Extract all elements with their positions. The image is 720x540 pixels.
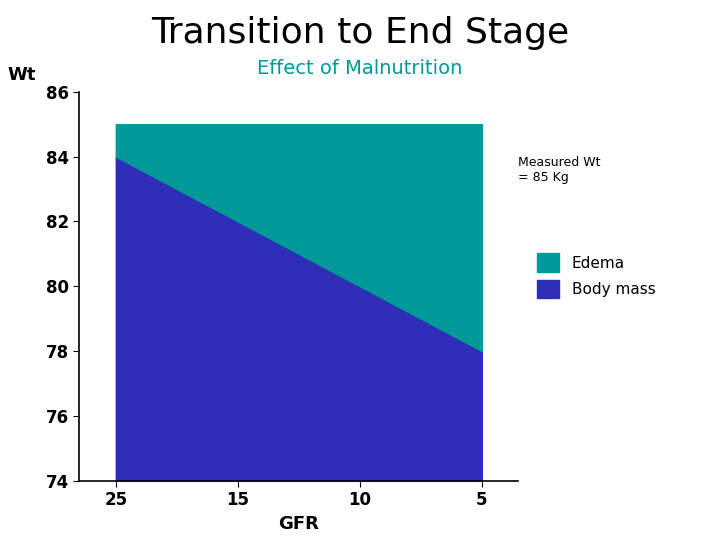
Legend: Edema, Body mass: Edema, Body mass (531, 247, 662, 305)
Text: Transition to End Stage: Transition to End Stage (151, 16, 569, 50)
Text: Effect of Malnutrition: Effect of Malnutrition (257, 59, 463, 78)
Text: Wt: Wt (8, 66, 36, 84)
Text: Measured Wt
= 85 Kg: Measured Wt = 85 Kg (518, 156, 601, 184)
X-axis label: GFR: GFR (279, 515, 319, 532)
